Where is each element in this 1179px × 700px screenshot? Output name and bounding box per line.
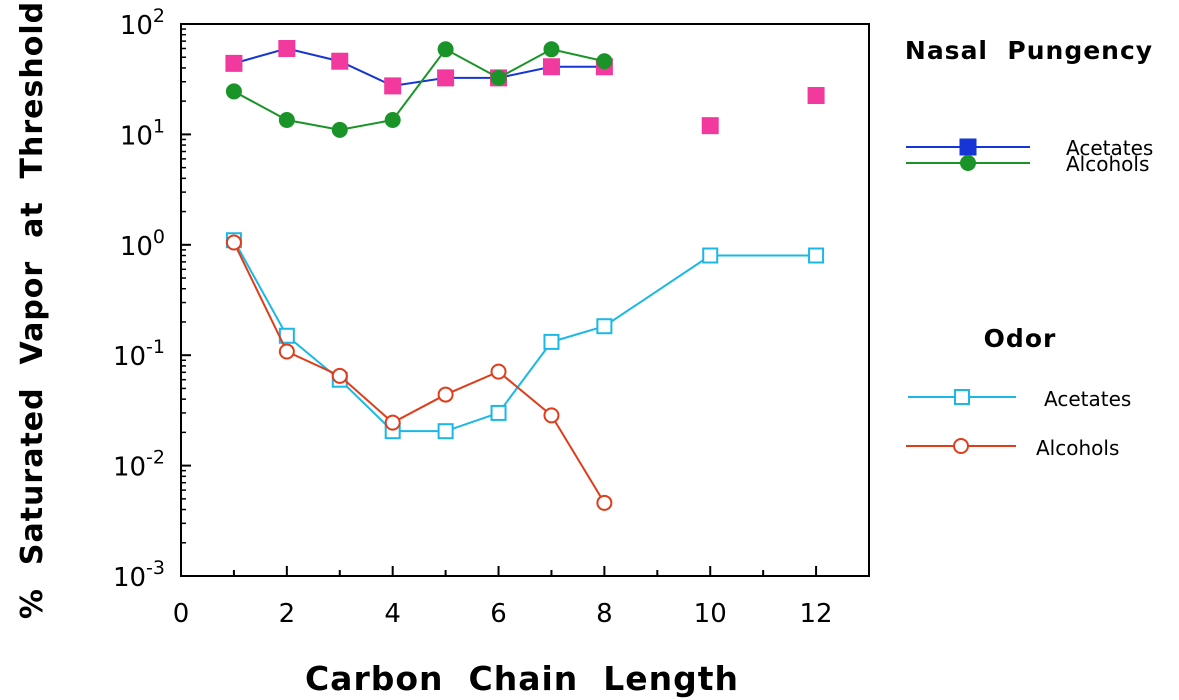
legend: Nasal Pungency Odor Acetates Alcohols Ac…	[905, 36, 1153, 460]
series-4	[225, 234, 613, 511]
data-point	[225, 83, 242, 100]
legend-swatch-nasal-acetates	[906, 138, 1030, 156]
series-layer	[225, 39, 825, 511]
y-tick-label: 102	[120, 5, 165, 41]
series-line	[233, 47, 605, 87]
legend-title-odor: Odor	[984, 324, 1057, 353]
legend-swatch-odor-alcohols	[906, 438, 1016, 454]
data-point	[437, 386, 454, 403]
data-point	[596, 318, 613, 335]
data-point	[543, 333, 560, 350]
x-tick-label: 12	[800, 599, 833, 629]
series-2	[225, 41, 613, 138]
data-point	[596, 494, 613, 511]
data-point	[437, 423, 454, 440]
plot-frame	[180, 23, 870, 577]
data-point	[331, 121, 348, 138]
data-point	[954, 389, 970, 405]
data-point	[331, 367, 348, 384]
x-tick-label: 6	[490, 599, 507, 629]
y-tick-label: 10-1	[113, 336, 165, 372]
data-point	[437, 69, 455, 87]
legend-label-odor-acetates: Acetates	[1044, 387, 1131, 411]
data-point	[437, 41, 454, 58]
data-point	[490, 363, 507, 380]
data-point	[702, 247, 719, 264]
data-point	[278, 343, 295, 360]
legend-label-nasal-alcohols: Alcohols	[1066, 152, 1149, 176]
series-line	[233, 242, 606, 504]
y-axis: 102 101 100 10-1 10-2 10-3	[113, 5, 191, 593]
data-point	[807, 87, 825, 105]
series-line	[233, 48, 605, 131]
legend-label-odor-alcohols: Alcohols	[1036, 436, 1119, 460]
y-tick-label: 10-2	[113, 447, 165, 483]
legend-label-nasal-acetates: Acetates	[1066, 136, 1153, 160]
x-tick-label: 10	[694, 599, 727, 629]
data-point	[596, 53, 613, 70]
data-point	[542, 58, 560, 76]
legend-swatch-odor-acetates	[908, 389, 1016, 405]
data-point	[490, 69, 507, 86]
y-tick-label: 101	[120, 115, 165, 151]
data-point	[225, 54, 243, 72]
x-tick-label: 8	[596, 599, 613, 629]
data-point	[384, 77, 402, 95]
x-tick-label: 4	[384, 599, 401, 629]
data-point	[490, 404, 507, 421]
data-point	[331, 52, 349, 70]
legend-title-nasal-pungency: Nasal Pungency	[905, 36, 1153, 65]
series-line	[233, 239, 817, 433]
data-point	[384, 414, 401, 431]
data-point	[278, 39, 296, 57]
data-point	[960, 155, 976, 171]
x-tick-label: 0	[173, 599, 190, 629]
data-point	[953, 438, 969, 454]
data-point	[543, 407, 560, 424]
plot-area: 0 2 4 6 8 10 12 102 101 100 10-1 10-2 10-3	[113, 5, 870, 629]
x-axis-label: Carbon Chain Length	[305, 659, 739, 698]
x-axis: 0 2 4 6 8 10 12	[173, 566, 870, 629]
y-tick-label: 100	[120, 226, 165, 262]
y-tick-label: 10-3	[113, 557, 165, 593]
series-1	[701, 87, 825, 135]
data-point	[701, 117, 719, 135]
data-point	[808, 247, 825, 264]
legend-swatch-nasal-alcohols	[906, 155, 1030, 171]
x-tick-label: 2	[279, 599, 296, 629]
y-axis-label: % Saturated Vapor at Threshold	[15, 1, 50, 619]
data-point	[278, 112, 295, 129]
data-point	[959, 138, 977, 156]
data-point	[543, 41, 560, 58]
data-point	[225, 234, 242, 251]
legend-swatches	[906, 138, 1030, 454]
series-3	[225, 232, 825, 440]
data-point	[384, 112, 401, 129]
